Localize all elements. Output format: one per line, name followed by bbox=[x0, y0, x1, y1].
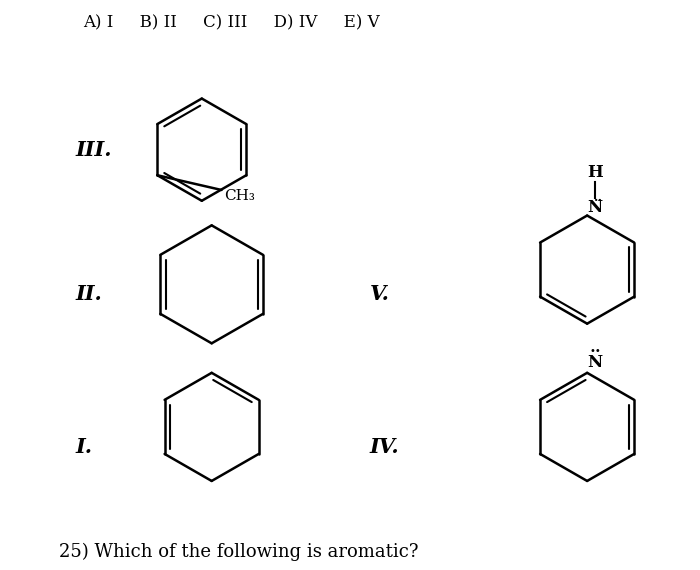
Text: A) I     B) II     C) III     D) IV     E) V: A) I B) II C) III D) IV E) V bbox=[83, 15, 380, 32]
Text: CH₃: CH₃ bbox=[225, 189, 256, 203]
Text: I.: I. bbox=[76, 437, 92, 457]
Text: V.: V. bbox=[370, 284, 390, 304]
Text: N: N bbox=[587, 355, 603, 372]
Text: IV.: IV. bbox=[370, 437, 400, 457]
Text: ••: •• bbox=[589, 346, 601, 356]
Text: N̈: N̈ bbox=[587, 199, 603, 216]
Text: 25) Which of the following is aromatic?: 25) Which of the following is aromatic? bbox=[59, 543, 418, 561]
Text: II.: II. bbox=[76, 284, 102, 304]
Text: H: H bbox=[587, 164, 603, 181]
Text: III.: III. bbox=[76, 140, 112, 160]
